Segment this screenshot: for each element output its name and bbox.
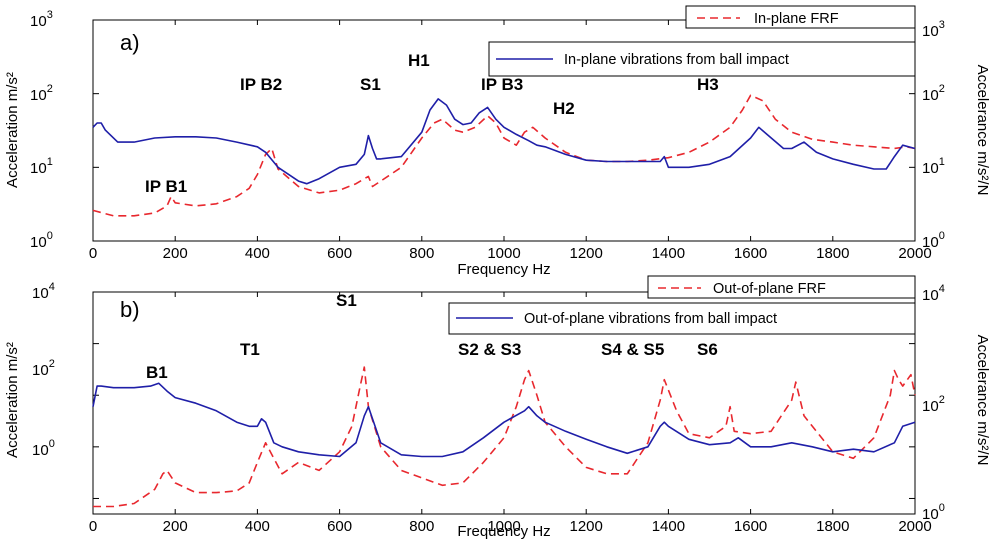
legend-label-in-plane-frf: In-plane FRF <box>754 11 839 27</box>
panel-b-xtick-label-10: 2000 <box>898 518 931 535</box>
panel-a-xtick-label-10: 2000 <box>898 245 931 262</box>
panel-b-right-axis-title: Accelerance m/s²/N <box>974 335 991 466</box>
panel-b-ytick-label-1: 102 <box>32 358 55 379</box>
panel-b-xtick-label-8: 1600 <box>734 518 767 535</box>
annotation-h1: H1 <box>408 51 430 70</box>
panel-b-series-frf-line <box>93 366 916 508</box>
panel-b-x-axis-title: Frequency Hz <box>457 523 550 540</box>
panel-a-ytick-label-0: 100 <box>30 230 53 251</box>
panel-a-legend-frf: In-plane FRF <box>685 5 916 29</box>
annotation-s4-s5: S4 & S5 <box>601 340 664 359</box>
panel-a-right-ytick-label-3: 103 <box>922 19 945 40</box>
panel-b-xtick-label-5: 1000 <box>487 518 520 535</box>
legend-label-out-of-plane-frf: Out-of-plane FRF <box>713 281 826 297</box>
panel-a-legend-vib: In-plane vibrations from ball impact <box>488 41 916 77</box>
panel-a-xtick-label-3: 600 <box>327 245 352 262</box>
panel-b-series-vibration-line <box>92 382 916 458</box>
panel-b-right-axis: 100 102 104 <box>922 283 945 523</box>
panel-b-xtick-label-1: 200 <box>163 518 188 535</box>
panel-a-xtick-label-1: 200 <box>163 245 188 262</box>
annotation-b1: B1 <box>146 363 168 382</box>
annotation-s2-s3: S2 & S3 <box>458 340 521 359</box>
panel-a-right-axis-title: Accelerance m/s²/N <box>974 65 991 196</box>
panel-a-xtick-label-2: 400 <box>245 245 270 262</box>
panel-a-y-axis: 100 101 102 103 <box>30 9 915 251</box>
panel-b-ytick-label-2: 104 <box>32 281 55 302</box>
panel-a-ytick-label-2: 102 <box>30 83 53 104</box>
annotation-t1: T1 <box>240 340 260 359</box>
annotation-ip-b2: IP B2 <box>240 75 282 94</box>
annotation-s1: S1 <box>360 75 381 94</box>
annotation-h2: H2 <box>553 99 575 118</box>
panel-a-xtick-label-4: 800 <box>409 245 434 262</box>
panel-a-xtick-label-7: 1400 <box>652 245 685 262</box>
panel-b-right-ytick-label-0: 100 <box>922 502 945 523</box>
panel-a-ytick-label-3: 103 <box>30 9 53 30</box>
panel-a-y-axis-title: Acceleration m/s² <box>4 72 21 188</box>
panel-a-xtick-label-0: 0 <box>89 245 97 262</box>
panel-a-ytick-label-1: 101 <box>30 156 53 177</box>
panel-b-xtick-label-6: 1200 <box>570 518 603 535</box>
panel-a-xtick-label-8: 1600 <box>734 245 767 262</box>
annotation-s6: S6 <box>697 340 718 359</box>
legend-label-out-of-plane-vib: Out-of-plane vibrations from ball impact <box>524 311 777 327</box>
panel-a-right-ytick-label-2: 102 <box>922 83 945 104</box>
panel-b-xtick-label-3: 600 <box>327 518 352 535</box>
legend-label-in-plane-vib: In-plane vibrations from ball impact <box>564 52 789 68</box>
panel-a-series-frf-line <box>92 94 916 217</box>
panel-b-legend-frf: Out-of-plane FRF <box>647 275 916 299</box>
panel-b-y-axis: 100 102 104 <box>32 281 915 499</box>
panel-b-ytick-label-0: 100 <box>32 438 55 459</box>
annotation-h3: H3 <box>697 75 719 94</box>
panel-b-label: b) <box>120 297 140 322</box>
panel-a-x-axis-title: Frequency Hz <box>457 261 550 278</box>
panel-b-xtick-label-2: 400 <box>245 518 270 535</box>
annotation-ip-b3: IP B3 <box>481 75 523 94</box>
annotation-s1-b: S1 <box>336 291 357 310</box>
panel-a-right-ytick-label-1: 101 <box>922 156 945 177</box>
panel-a-right-axis: 100 101 102 103 <box>922 19 945 251</box>
panel-a-chart: 0 200 400 600 800 1000 1200 1400 1600 1800 2000 10… <box>4 5 991 278</box>
panel-b-xtick-label-4: 800 <box>409 518 434 535</box>
panel-b-x-axis: 0 200 400 600 800 1000 1200 1400 1600 1800 2000 <box>89 292 932 535</box>
panel-b-xtick-label-7: 1400 <box>652 518 685 535</box>
panel-a-xtick-label-9: 1800 <box>816 245 849 262</box>
panel-b-xtick-label-0: 0 <box>89 518 97 535</box>
panel-b-legend-vib: Out-of-plane vibrations from ball impact <box>448 302 916 335</box>
panel-a-xtick-label-6: 1200 <box>570 245 603 262</box>
annotation-ip-b1: IP B1 <box>145 177 187 196</box>
panel-a-series-vibration-line <box>92 98 916 185</box>
panel-b-y-axis-title: Acceleration m/s² <box>4 342 21 458</box>
panel-a-right-ytick-label-0: 100 <box>922 230 945 251</box>
panel-a-xtick-label-5: 1000 <box>487 245 520 262</box>
panel-b-right-ytick-label-1: 102 <box>922 394 945 415</box>
panel-b-chart: 0 200 400 600 800 1000 1200 1400 1600 1800 2000 10… <box>4 275 991 540</box>
panel-a-label: a) <box>120 30 140 55</box>
panel-b-series <box>92 366 916 508</box>
panel-b-xtick-label-9: 1800 <box>816 518 849 535</box>
panel-a-series <box>92 94 916 217</box>
panel-b-right-ytick-label-2: 104 <box>922 283 945 304</box>
panel-a-x-axis: 0 200 400 600 800 1000 1200 1400 1600 1800 2000 <box>89 20 932 262</box>
